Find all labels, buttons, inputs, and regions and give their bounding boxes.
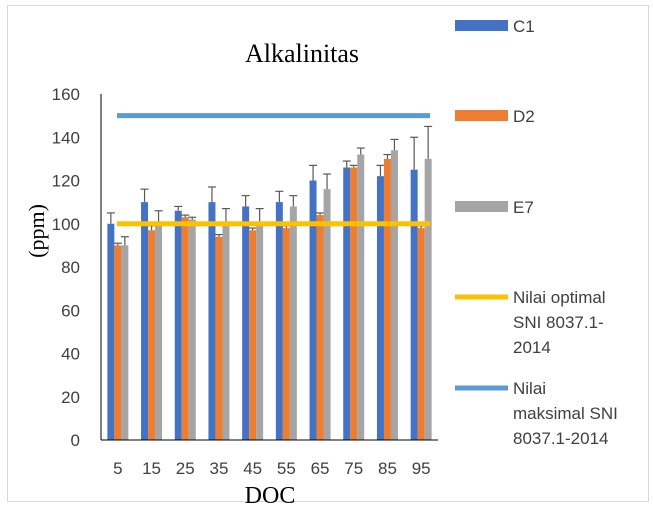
bar-D2-75 <box>350 167 358 440</box>
bar-E7-85 <box>390 150 398 440</box>
x-tick-label: 15 <box>142 459 161 478</box>
x-axis-label: DOC <box>245 483 296 506</box>
bar-E7-55 <box>289 206 297 440</box>
bar-D2-15 <box>148 230 156 440</box>
legend-label: D2 <box>513 107 535 126</box>
bar-E7-65 <box>323 189 331 440</box>
bar-C1-25 <box>174 210 182 440</box>
x-tick-label: 25 <box>176 459 195 478</box>
chart-title: Alkalinitas <box>245 39 359 68</box>
y-tick-label: 120 <box>52 172 80 191</box>
x-tick-label: 5 <box>113 459 122 478</box>
bar-E7-25 <box>188 219 196 440</box>
x-tick-label: 55 <box>277 459 296 478</box>
bar-D2-65 <box>316 215 324 440</box>
legend-label: maksimal SNI <box>513 404 618 423</box>
legend-label: Nilai optimal <box>513 288 606 307</box>
y-axis-label: (ppm) <box>24 204 49 258</box>
y-tick-label: 80 <box>61 258 80 277</box>
bar-D2-45 <box>249 230 257 440</box>
bar-C1-15 <box>141 202 149 440</box>
bar-C1-85 <box>376 176 384 441</box>
y-tick-label: 0 <box>71 431 80 450</box>
y-tick-label: 60 <box>61 301 80 320</box>
legend-label: C1 <box>513 17 535 36</box>
legend-swatch-E7 <box>455 201 508 212</box>
legend-swatch-C1 <box>455 20 508 31</box>
y-tick-label: 100 <box>52 215 80 234</box>
legend-swatch-D2 <box>455 110 508 121</box>
bar-C1-5 <box>107 223 115 440</box>
x-tick-label: 35 <box>209 459 228 478</box>
legend-label: SNI 8037.1- <box>513 313 604 332</box>
bar-E7-45 <box>256 221 264 440</box>
x-tick-label: 85 <box>378 459 397 478</box>
bar-D2-85 <box>383 158 391 440</box>
bar-E7-95 <box>424 158 432 440</box>
bar-D2-5 <box>114 245 122 440</box>
y-tick-label: 40 <box>61 345 80 364</box>
bar-C1-35 <box>208 202 216 440</box>
bar-C1-75 <box>343 167 351 440</box>
bar-C1-95 <box>410 169 418 440</box>
bar-E7-5 <box>121 245 129 440</box>
x-tick-label: 45 <box>243 459 262 478</box>
y-tick-label: 140 <box>52 128 80 147</box>
x-tick-label: 75 <box>344 459 363 478</box>
bar-D2-25 <box>181 217 189 440</box>
bar-D2-35 <box>215 236 223 440</box>
y-tick-label: 20 <box>61 388 80 407</box>
y-tick-label: 160 <box>52 85 80 104</box>
bar-E7-75 <box>357 154 365 441</box>
bar-C1-45 <box>242 206 250 440</box>
legend-label: 8037.1-2014 <box>513 429 608 448</box>
legend-label: Nilai <box>513 379 546 398</box>
bar-D2-95 <box>417 228 425 440</box>
bar-C1-65 <box>309 180 317 440</box>
x-tick-label: 65 <box>311 459 330 478</box>
bar-C1-55 <box>275 202 283 440</box>
bar-E7-15 <box>155 223 163 440</box>
legend-label: E7 <box>513 198 534 217</box>
x-tick-label: 95 <box>412 459 431 478</box>
legend-label: 2014 <box>513 338 551 357</box>
bar-D2-55 <box>282 228 290 440</box>
bar-E7-35 <box>222 221 230 440</box>
